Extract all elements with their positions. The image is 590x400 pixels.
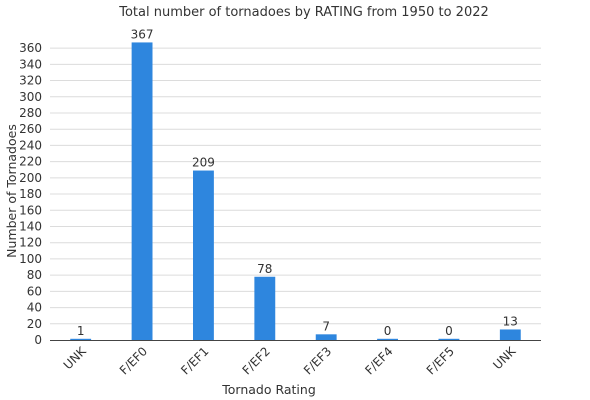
data-labels: 1 367 209 78 7 0 0 13 <box>77 27 518 337</box>
y-axis-ticks: 0 20 40 60 80 100 120 140 160 180 200 220 240 260 280 3… <box>19 41 42 347</box>
x-tick-label: F/EF0 <box>117 344 150 377</box>
y-tick-label: 160 <box>19 203 42 217</box>
y-tick-label: 240 <box>19 138 42 152</box>
y-tick-label: 200 <box>19 171 42 185</box>
y-tick-label: 40 <box>27 301 42 315</box>
y-tick-label: 180 <box>19 187 42 201</box>
y-tick-label: 120 <box>19 236 42 250</box>
y-tick-label: 340 <box>19 57 42 71</box>
x-tick-label: UNK <box>490 343 519 372</box>
bar <box>254 276 276 340</box>
y-tick-label: 100 <box>19 252 42 266</box>
y-tick-label: 320 <box>19 74 42 88</box>
bar <box>315 334 337 340</box>
y-tick-label: 140 <box>19 219 42 233</box>
data-label: 78 <box>257 262 272 276</box>
x-tick-label: F/EF4 <box>362 344 395 377</box>
chart-title: Total number of tornadoes by RATING from… <box>118 5 489 20</box>
y-tick-label: 300 <box>19 90 42 104</box>
bar <box>438 338 460 340</box>
y-tick-label: 260 <box>19 122 42 136</box>
y-tick-label: 20 <box>27 317 42 331</box>
data-label: 0 <box>384 324 392 338</box>
bars <box>70 42 521 340</box>
data-label: 1 <box>77 324 85 338</box>
y-tick-label: 0 <box>34 333 42 347</box>
bar <box>70 338 92 340</box>
bar <box>193 170 214 340</box>
x-tick-label: UNK <box>61 343 90 372</box>
bar <box>131 42 153 340</box>
data-label: 7 <box>322 319 330 333</box>
gridlines <box>50 47 541 325</box>
x-tick-label: F/EF5 <box>424 344 457 377</box>
data-label: 0 <box>445 324 453 338</box>
x-tick-label: F/EF1 <box>178 344 211 377</box>
data-label: 13 <box>503 314 518 328</box>
y-axis-label: Number of Tornadoes <box>4 124 19 258</box>
y-tick-label: 360 <box>19 41 42 55</box>
y-tick-label: 80 <box>27 268 42 282</box>
y-tick-label: 280 <box>19 106 42 120</box>
y-tick-label: 60 <box>27 284 42 298</box>
x-axis-ticks: UNK F/EF0 F/EF1 F/EF2 F/EF3 F/EF4 F/EF5 UNK <box>61 343 519 377</box>
x-tick-label: F/EF3 <box>301 344 334 377</box>
data-label: 367 <box>131 27 154 41</box>
bar <box>499 329 521 340</box>
x-axis-label: Tornado Rating <box>221 382 316 397</box>
data-label: 209 <box>192 156 215 170</box>
y-tick-label: 220 <box>19 155 42 169</box>
x-tick-label: F/EF2 <box>240 344 273 377</box>
bar <box>377 338 398 340</box>
